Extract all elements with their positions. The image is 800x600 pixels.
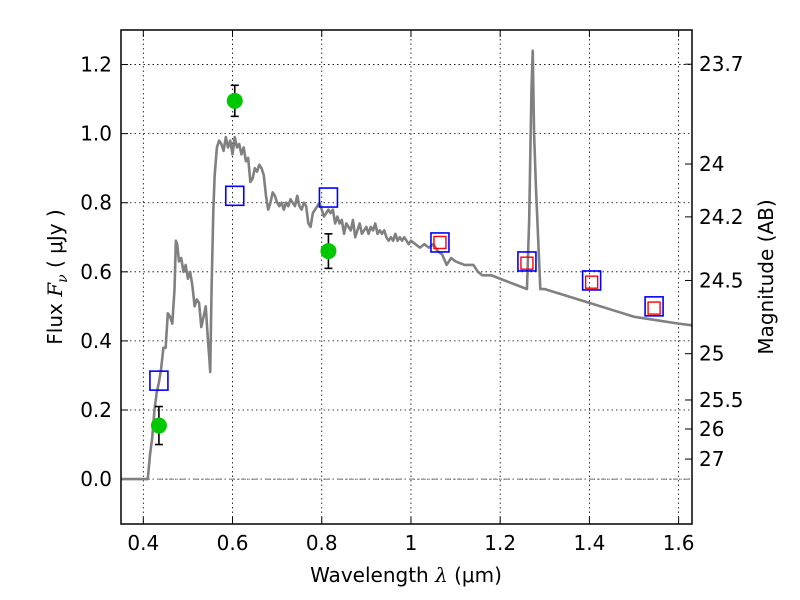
x-tick-label: 0.8	[306, 531, 338, 555]
x-axis-title: Wavelength λ (μm)	[310, 563, 502, 587]
model-photometry-square	[644, 296, 664, 317]
predicted-flux-square	[520, 256, 534, 270]
model-photometry-square	[224, 185, 245, 207]
plot-area	[121, 49, 692, 481]
y-tick-label: 0.0	[80, 467, 112, 491]
observed-flux-point	[150, 417, 167, 434]
model-photometry-square	[517, 251, 537, 272]
model-photometry-square	[430, 232, 450, 253]
y-tick-labels: 0.0 0.2 0.4 0.6 0.8 1.0 1.2	[80, 53, 112, 492]
x-tick-label: 0.4	[127, 531, 159, 555]
model-photometry-square	[318, 187, 339, 208]
predicted-flux-square	[647, 301, 661, 315]
y-axis-title: Flux Fν ( μJy )	[43, 209, 71, 344]
plot-frame	[120, 29, 693, 525]
predicted-flux-square	[433, 235, 447, 250]
y-tick-label: 0.2	[80, 398, 112, 422]
magnitude-tick-labels: 23.7 24 24.2 24.5 25 25.5 26 27	[699, 52, 744, 471]
magnitude-tick-label: 25.5	[699, 388, 744, 412]
x-tick-label: 1.4	[573, 531, 605, 555]
right-axis-title: Magnitude (AB)	[754, 199, 778, 354]
observed-flux-point	[226, 92, 243, 109]
x-tick-label: 0.6	[217, 531, 249, 555]
magnitude-tick-label: 25	[699, 342, 724, 366]
magnitude-tick-label: 26	[699, 417, 724, 441]
model-photometry-square	[581, 270, 602, 291]
magnitude-tick-label: 24	[699, 152, 724, 176]
predicted-flux-square	[584, 275, 599, 289]
magnitude-tick-label: 27	[699, 447, 724, 471]
model-photometry-square	[149, 370, 169, 391]
y-tick-label: 0.4	[80, 329, 112, 353]
x-tick-label: 1.2	[484, 531, 516, 555]
y-tick-label: 0.8	[80, 191, 112, 215]
spectrum-line	[121, 49, 692, 481]
x-tick-label: 1	[405, 531, 418, 555]
magnitude-tick-label: 24.2	[699, 205, 744, 229]
grid-lines	[121, 30, 692, 524]
magnitude-tick-label: 24.5	[699, 268, 744, 292]
axis-ticks	[121, 30, 692, 524]
magnitude-tick-label: 23.7	[699, 52, 744, 76]
x-tick-labels: 0.4 0.6 0.8 1 1.2 1.4 1.6	[127, 531, 694, 555]
y-tick-label: 1.2	[80, 53, 112, 77]
y-tick-label: 1.0	[80, 122, 112, 146]
x-tick-label: 1.6	[663, 531, 695, 555]
observed-flux-point	[320, 243, 337, 260]
y-tick-label: 0.6	[80, 260, 112, 284]
